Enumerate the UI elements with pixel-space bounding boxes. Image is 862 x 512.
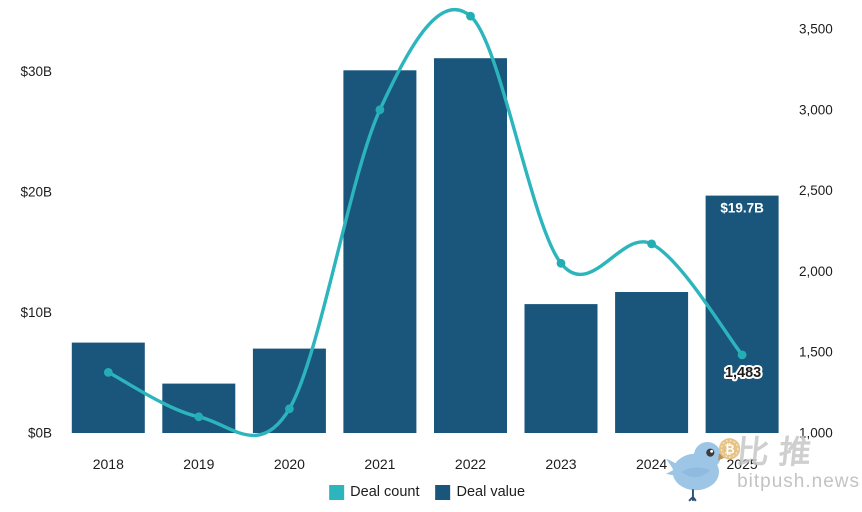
deal-value-bar-2022 [434,58,507,433]
deal-count-line-group [103,8,747,438]
legend: Deal count Deal value [329,484,525,500]
deal-count-point-2023 [556,258,566,268]
left-axis-tick: $20B [20,185,52,200]
bitcoin-coin [718,438,741,460]
right-axis-tick: 3,500 [799,22,833,37]
deal-value-bar-2021 [343,70,417,434]
x-axis-tick-2023: 2023 [545,456,576,472]
deal-count-2025-label: 1,483 [725,365,761,381]
bitcoin-symbol: ₿ [724,443,734,457]
x-axis-tick-2024: 2024 [636,456,667,472]
right-axis-tick: 1,500 [799,345,833,360]
right-axis-tick: 2,500 [799,183,833,198]
deal-count-swatch [329,484,345,500]
left-axis-tick: $0B [28,426,52,441]
right-axis-tick: 2,000 [799,264,833,279]
deal-count-point-2021 [375,105,385,115]
bird-head [693,442,721,470]
deal-value-bar-2024 [615,292,689,433]
deal-value-swatch [435,484,451,500]
x-axis-tick-2020: 2020 [274,456,305,472]
deal-value-bar-2020 [252,348,326,433]
bird-leg-left [688,489,697,502]
bird-logo-icon: ₿ [665,438,741,502]
deal-count-point-2022 [466,11,475,21]
bird-beak [718,453,728,461]
deal-count-line [106,8,744,438]
right-axis-ticks: 1,000 1,500 2,000 2,500 3,000 3,500 [799,22,833,441]
x-axis-tick-2025: 2025 [727,456,758,472]
legend-label-deal-value: Deal value [456,484,526,500]
x-axis-tick-2018: 2018 [93,456,124,472]
deal-count-point-2025 [737,350,747,360]
deal-count-point-2019 [194,412,204,422]
left-axis-ticks: $0B $10B $20B $30B [20,64,52,441]
watermark-chinese-name: 比推 [735,434,824,470]
deal-value-bar-2025 [705,195,779,433]
bird-eye [706,448,715,457]
deal-count-point-2020 [285,404,294,414]
x-axis-tick-2022: 2022 [455,456,486,472]
deal-value-2025-label: $19.7B [720,201,764,216]
right-axis-tick: 3,000 [799,102,833,117]
bitcoin-coin-ring [720,439,739,458]
left-axis-tick: $10B [20,305,52,320]
x-axis-tick-2019: 2019 [183,456,214,472]
legend-item-deal-count: Deal count [329,484,419,500]
legend-item-deal-value: Deal value [435,484,525,500]
x-axis-tick-2021: 2021 [364,456,395,472]
deal-value-bar-2023 [524,304,598,433]
watermark-domain: bitpush.news [737,471,860,492]
legend-label-deal-count: Deal count [350,484,420,500]
bitpush-watermark: ₿ 比推 bitpush.news [664,434,860,508]
bird-wing [681,467,711,478]
x-axis-ticks: 2018 2019 2020 2021 2022 2023 2024 2025 [93,456,758,472]
deal-count-point-2024 [647,239,656,249]
left-axis-tick: $30B [20,64,52,79]
right-axis-tick: 1,000 [799,426,833,441]
deal-count-point-2018 [103,368,113,377]
bars-group [71,58,779,434]
annotations-group: $19.7B 1,483 [720,201,764,383]
bird-eye-highlight [710,449,714,453]
